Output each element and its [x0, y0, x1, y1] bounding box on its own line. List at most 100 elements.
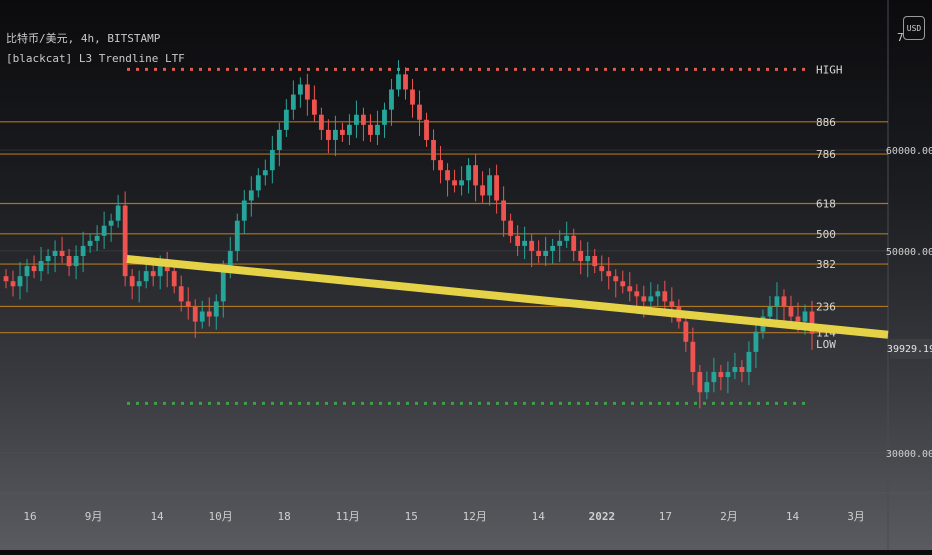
candle-body: [781, 296, 787, 307]
candle-body: [108, 220, 114, 226]
candle-body: [269, 150, 275, 171]
candle-body: [774, 296, 780, 307]
candle-body: [508, 220, 514, 236]
candle-body: [683, 321, 689, 342]
candle-body: [648, 296, 654, 302]
candle-body: [606, 271, 612, 277]
time-axis-label: 16: [23, 510, 36, 523]
time-axis-label: 14: [532, 510, 546, 523]
candle-body: [487, 175, 492, 196]
fib-level-label: 236: [816, 300, 836, 313]
candle-body: [655, 291, 661, 297]
candle-body: [620, 281, 626, 287]
price-axis-label: 7: [897, 31, 904, 44]
candle-body: [529, 240, 535, 251]
candle-body: [501, 200, 507, 221]
candle-body: [255, 175, 261, 191]
candle-body: [340, 129, 345, 135]
candle-body: [592, 256, 598, 267]
fib-level-label: 382: [816, 258, 836, 271]
candle-body: [17, 276, 23, 287]
time-axis-label: 11月: [336, 510, 360, 523]
time-axis-label: 2月: [720, 510, 738, 523]
candle-body: [290, 94, 296, 110]
trendline: [126, 255, 889, 339]
candle-body: [424, 119, 429, 140]
candle-body: [248, 190, 254, 201]
candle-body: [311, 99, 317, 115]
candle-body: [38, 261, 44, 272]
candle-body: [326, 129, 331, 140]
candle-body: [150, 271, 156, 277]
candle-body: [234, 220, 240, 251]
candle-body: [143, 271, 149, 282]
candle-body: [122, 205, 128, 277]
time-axis-label: 9月: [85, 510, 103, 523]
candle-body: [382, 109, 387, 125]
candle-body: [417, 104, 422, 120]
candle-body: [361, 114, 366, 125]
candle-body: [641, 296, 647, 302]
symbol-legend[interactable]: 比特币/美元, 4h, BITSTAMP: [6, 32, 161, 45]
price-axis-label: 50000.00: [886, 247, 932, 258]
candle-body: [802, 311, 808, 322]
candle-body: [3, 276, 9, 282]
candle-body: [550, 245, 556, 251]
candle-body: [213, 301, 219, 317]
time-axis-label: 14: [150, 510, 164, 523]
time-axis-label: 15: [405, 510, 418, 523]
candle-body: [24, 266, 30, 277]
candle-body: [438, 160, 443, 171]
candle-body: [522, 240, 528, 246]
candle-body: [753, 331, 759, 352]
candle-body: [767, 306, 773, 317]
candle-body: [59, 250, 65, 256]
candle-body: [178, 286, 184, 302]
candle-body: [45, 256, 51, 262]
candle-body: [227, 250, 233, 272]
candle-body: [599, 266, 605, 272]
candle-body: [480, 185, 485, 196]
candle-body: [333, 129, 338, 140]
fib-level-label: 886: [816, 116, 836, 129]
candle-body: [725, 372, 731, 378]
candle-body: [347, 124, 352, 135]
last-price-tag: 39929.19: [887, 339, 932, 359]
candle-body: [557, 240, 563, 246]
candle-body: [73, 256, 79, 267]
candle-body: [739, 367, 745, 373]
candle-body: [697, 372, 703, 393]
time-axis-label: 3月: [847, 510, 865, 523]
candle-body: [662, 291, 668, 302]
candle-body: [466, 165, 471, 181]
indicator-legend[interactable]: [blackcat] L3 Trendline LTF: [6, 52, 185, 65]
candle-body: [634, 291, 640, 297]
time-axis-label: 18: [278, 510, 291, 523]
time-axis-label: 2022: [589, 510, 616, 523]
candle-body: [564, 235, 570, 241]
price-axis-label: 30000.00: [886, 449, 932, 460]
candle-body: [262, 170, 268, 176]
candle-body: [473, 165, 478, 186]
candle-body: [129, 276, 135, 287]
candle-body: [199, 311, 205, 322]
candle-body: [452, 180, 457, 186]
candle-body: [52, 250, 58, 256]
fib-level-label: 500: [816, 228, 836, 241]
candle-body: [732, 367, 738, 373]
candle-body: [283, 109, 289, 130]
candle-body: [809, 311, 815, 334]
candle-body: [669, 301, 675, 307]
candle-body: [115, 205, 121, 221]
candle-body: [304, 84, 310, 100]
candle-body: [711, 372, 717, 383]
candle-body: [297, 84, 303, 95]
fib-level-label: HIGH: [816, 63, 843, 76]
candle-body: [206, 311, 212, 317]
candle-body: [445, 170, 450, 181]
currency-button[interactable]: USD: [903, 16, 925, 40]
candle-body: [746, 351, 752, 373]
candle-body: [578, 250, 584, 262]
